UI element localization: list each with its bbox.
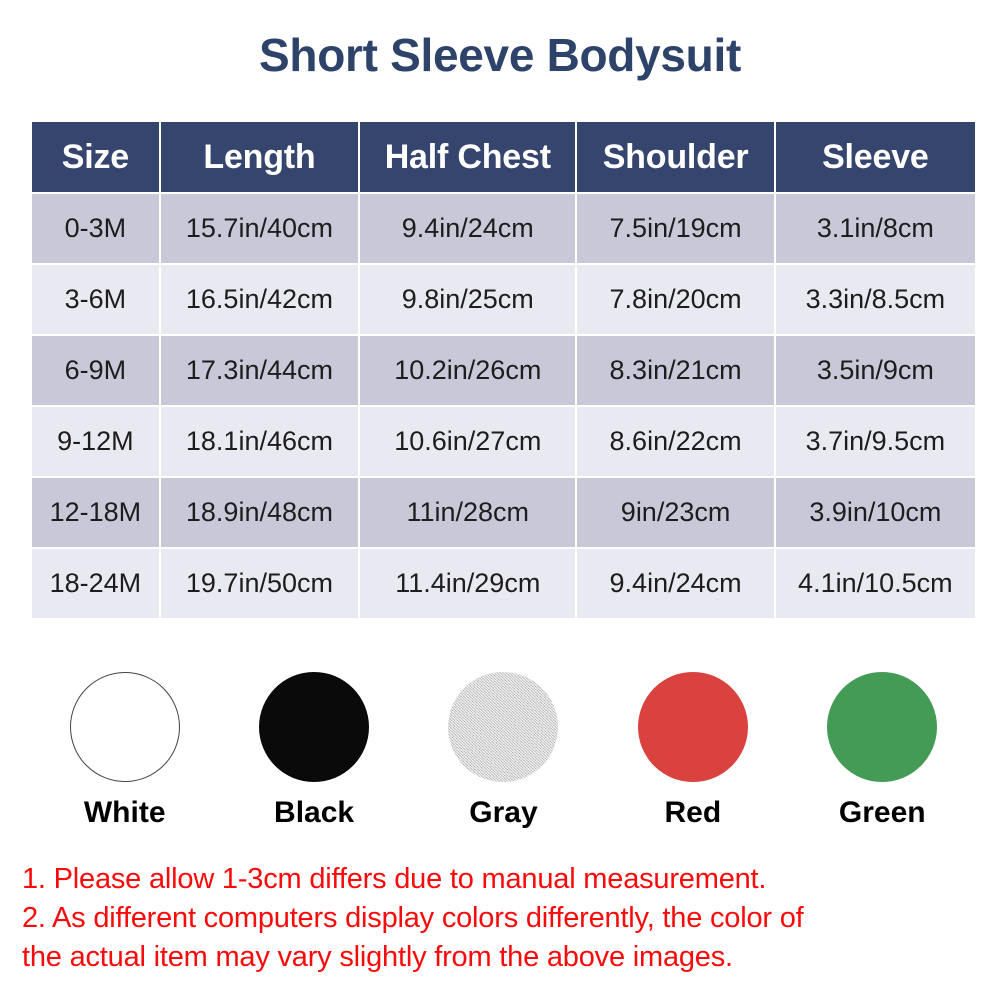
cell-sleeve: 4.1in/10.5cm [775,549,975,618]
column-header-sleeve: Sleeve [775,122,975,192]
column-header-shoulder: Shoulder [577,122,774,192]
color-label-green: Green [838,796,926,829]
cell-length: 19.7in/50cm [160,549,359,618]
cell-half-chest: 9.4in/24cm [360,194,576,263]
cell-size: 6-9M [32,336,159,405]
cell-size: 9-12M [32,407,159,476]
cell-size: 12-18M [32,478,159,547]
cell-length: 17.3in/44cm [160,336,359,405]
table-row: 0-3M 15.7in/40cm 9.4in/24cm 7.5in/19cm 3… [32,194,975,263]
cell-length: 18.1in/46cm [160,407,359,476]
cell-size: 18-24M [32,549,159,618]
color-swatch-list: White Black Gray Red Green [30,672,977,830]
disclaimer-line-1: 1. Please allow 1-3cm differs due to man… [22,863,767,895]
cell-shoulder: 7.8in/20cm [577,265,774,334]
column-header-size: Size [32,122,159,192]
cell-length: 18.9in/48cm [160,478,359,547]
color-dot-green [827,672,938,782]
cell-half-chest: 11.4in/29cm [360,549,576,618]
color-dot-gray [448,672,559,782]
disclaimer-line-3: the actual item may vary slightly from t… [22,941,733,973]
table-header-row: Size Length Half Chest Shoulder Sleeve [32,122,975,192]
disclaimer-block: 1. Please allow 1-3cm differs due to man… [22,860,982,977]
cell-half-chest: 9.8in/25cm [360,265,576,334]
cell-shoulder: 9in/23cm [577,478,774,547]
cell-shoulder: 8.3in/21cm [577,336,774,405]
cell-sleeve: 3.5in/9cm [775,336,975,405]
table-row: 12-18M 18.9in/48cm 11in/28cm 9in/23cm 3.… [32,478,975,547]
color-label-red: Red [664,796,722,829]
cell-half-chest: 10.6in/27cm [360,407,576,476]
cell-half-chest: 11in/28cm [360,478,576,547]
color-option-gray: Gray [423,672,583,830]
cell-sleeve: 3.9in/10cm [775,478,975,547]
table-row: 18-24M 19.7in/50cm 11.4in/29cm 9.4in/24c… [32,549,975,618]
column-header-half-chest: Half Chest [360,122,576,192]
size-chart-table: Size Length Half Chest Shoulder Sleeve 0… [30,120,977,620]
table-row: 9-12M 18.1in/46cm 10.6in/27cm 8.6in/22cm… [32,407,975,476]
cell-sleeve: 3.7in/9.5cm [775,407,975,476]
cell-shoulder: 7.5in/19cm [577,194,774,263]
column-header-length: Length [160,122,359,192]
table-row: 6-9M 17.3in/44cm 10.2in/26cm 8.3in/21cm … [32,336,975,405]
size-chart-header: Size Length Half Chest Shoulder Sleeve [32,122,975,192]
color-option-green: Green [802,672,962,830]
color-option-red: Red [613,672,773,830]
color-label-white: White [83,796,166,829]
color-label-gray: Gray [469,796,538,829]
page-title: Short Sleeve Bodysuit [259,29,741,81]
color-label-black: Black [274,796,355,829]
table-row: 3-6M 16.5in/42cm 9.8in/25cm 7.8in/20cm 3… [32,265,975,334]
cell-shoulder: 9.4in/24cm [577,549,774,618]
cell-length: 15.7in/40cm [160,194,359,263]
cell-half-chest: 10.2in/26cm [360,336,576,405]
color-option-white: White [45,672,205,830]
cell-sleeve: 3.1in/8cm [775,194,975,263]
cell-sleeve: 3.3in/8.5cm [775,265,975,334]
disclaimer-line-2: 2. As different computers display colors… [22,902,804,934]
color-dot-black [259,672,370,782]
cell-size: 3-6M [32,265,159,334]
cell-size: 0-3M [32,194,159,263]
color-dot-white [69,672,180,782]
cell-shoulder: 8.6in/22cm [577,407,774,476]
size-chart-body: 0-3M 15.7in/40cm 9.4in/24cm 7.5in/19cm 3… [32,194,975,618]
color-option-black: Black [234,672,394,830]
cell-length: 16.5in/42cm [160,265,359,334]
color-dot-red [637,672,748,782]
